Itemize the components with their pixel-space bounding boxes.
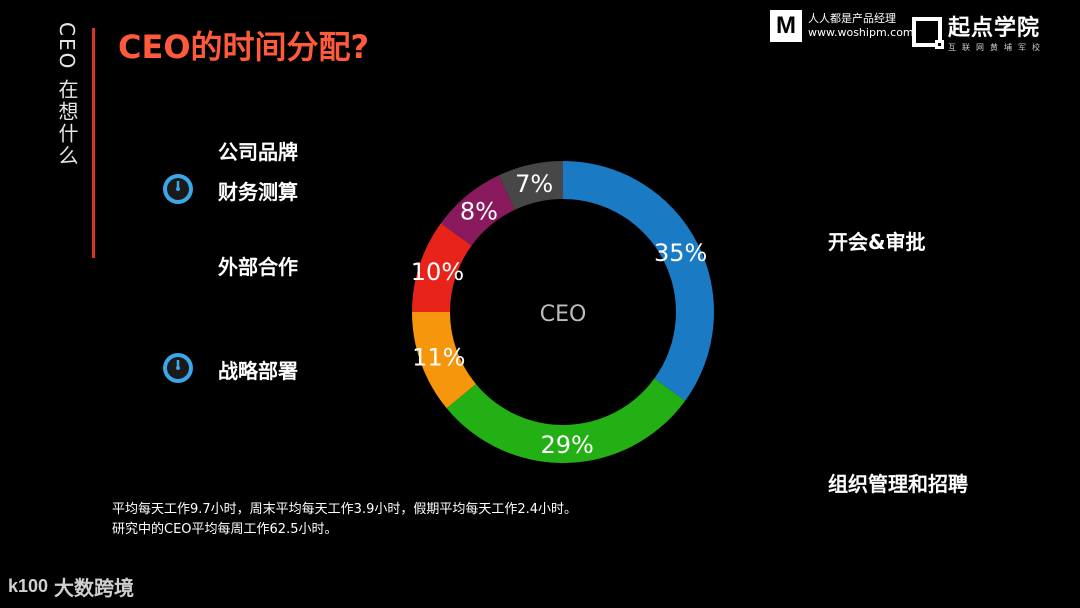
label-partnership: 外部合作 [218,255,298,279]
donut-center-label: CEO [540,302,587,327]
donut-slice [412,223,472,312]
label-org: 组织管理和招聘 [828,472,968,496]
slice-value-label: 7% [515,170,553,198]
slice-value-label: 10% [411,258,464,286]
woshipm-logo: M [770,10,802,42]
donut-slice [412,312,476,409]
woshipm-url: www.woshipm.com [808,26,914,39]
clock-icon [163,353,193,383]
woshipm-brand: M 人人都是产品经理 www.woshipm.com [770,10,914,42]
slice-value-label: 29% [540,431,593,459]
footnote: 平均每天工作9.7小时，周末平均每天工作3.9小时，假期平均每天工作2.4小时。… [112,500,577,540]
label-brand: 公司品牌 [218,140,298,164]
donut-slice [440,175,515,246]
qidian-logo [912,16,944,49]
donut-slice [563,161,714,401]
vertical-section-title: CEO 在想什么 [55,22,79,167]
slice-value-label: 35% [654,239,707,267]
watermark-logo: k100 [8,576,49,596]
donut-slice [446,378,686,464]
clock-icon [163,174,193,204]
qidian-brand: 起点学院 互联网黄埔军校 [912,10,1046,53]
footnote-line-1: 平均每天工作9.7小时，周末平均每天工作3.9小时，假期平均每天工作2.4小时。 [112,502,578,517]
label-finance: 财务测算 [218,180,298,204]
woshipm-name: 人人都是产品经理 [808,12,896,25]
label-strategy: 战略部署 [218,359,298,383]
watermark: k100 大数跨境 [8,572,134,601]
qidian-slogan: 互联网黄埔军校 [948,43,1046,52]
footnote-line-2: 研究中的CEO平均每周工作62.5小时。 [112,522,338,537]
watermark-text: 大数跨境 [54,576,135,600]
label-meetings: 开会&审批 [828,230,926,254]
slide-title: CEO的时间分配? [118,28,370,66]
donut-slice [498,161,563,210]
slice-value-label: 11% [412,344,465,372]
slice-value-label: 8% [460,197,498,225]
title-divider [92,28,95,258]
qidian-name: 起点学院 [948,16,1041,41]
